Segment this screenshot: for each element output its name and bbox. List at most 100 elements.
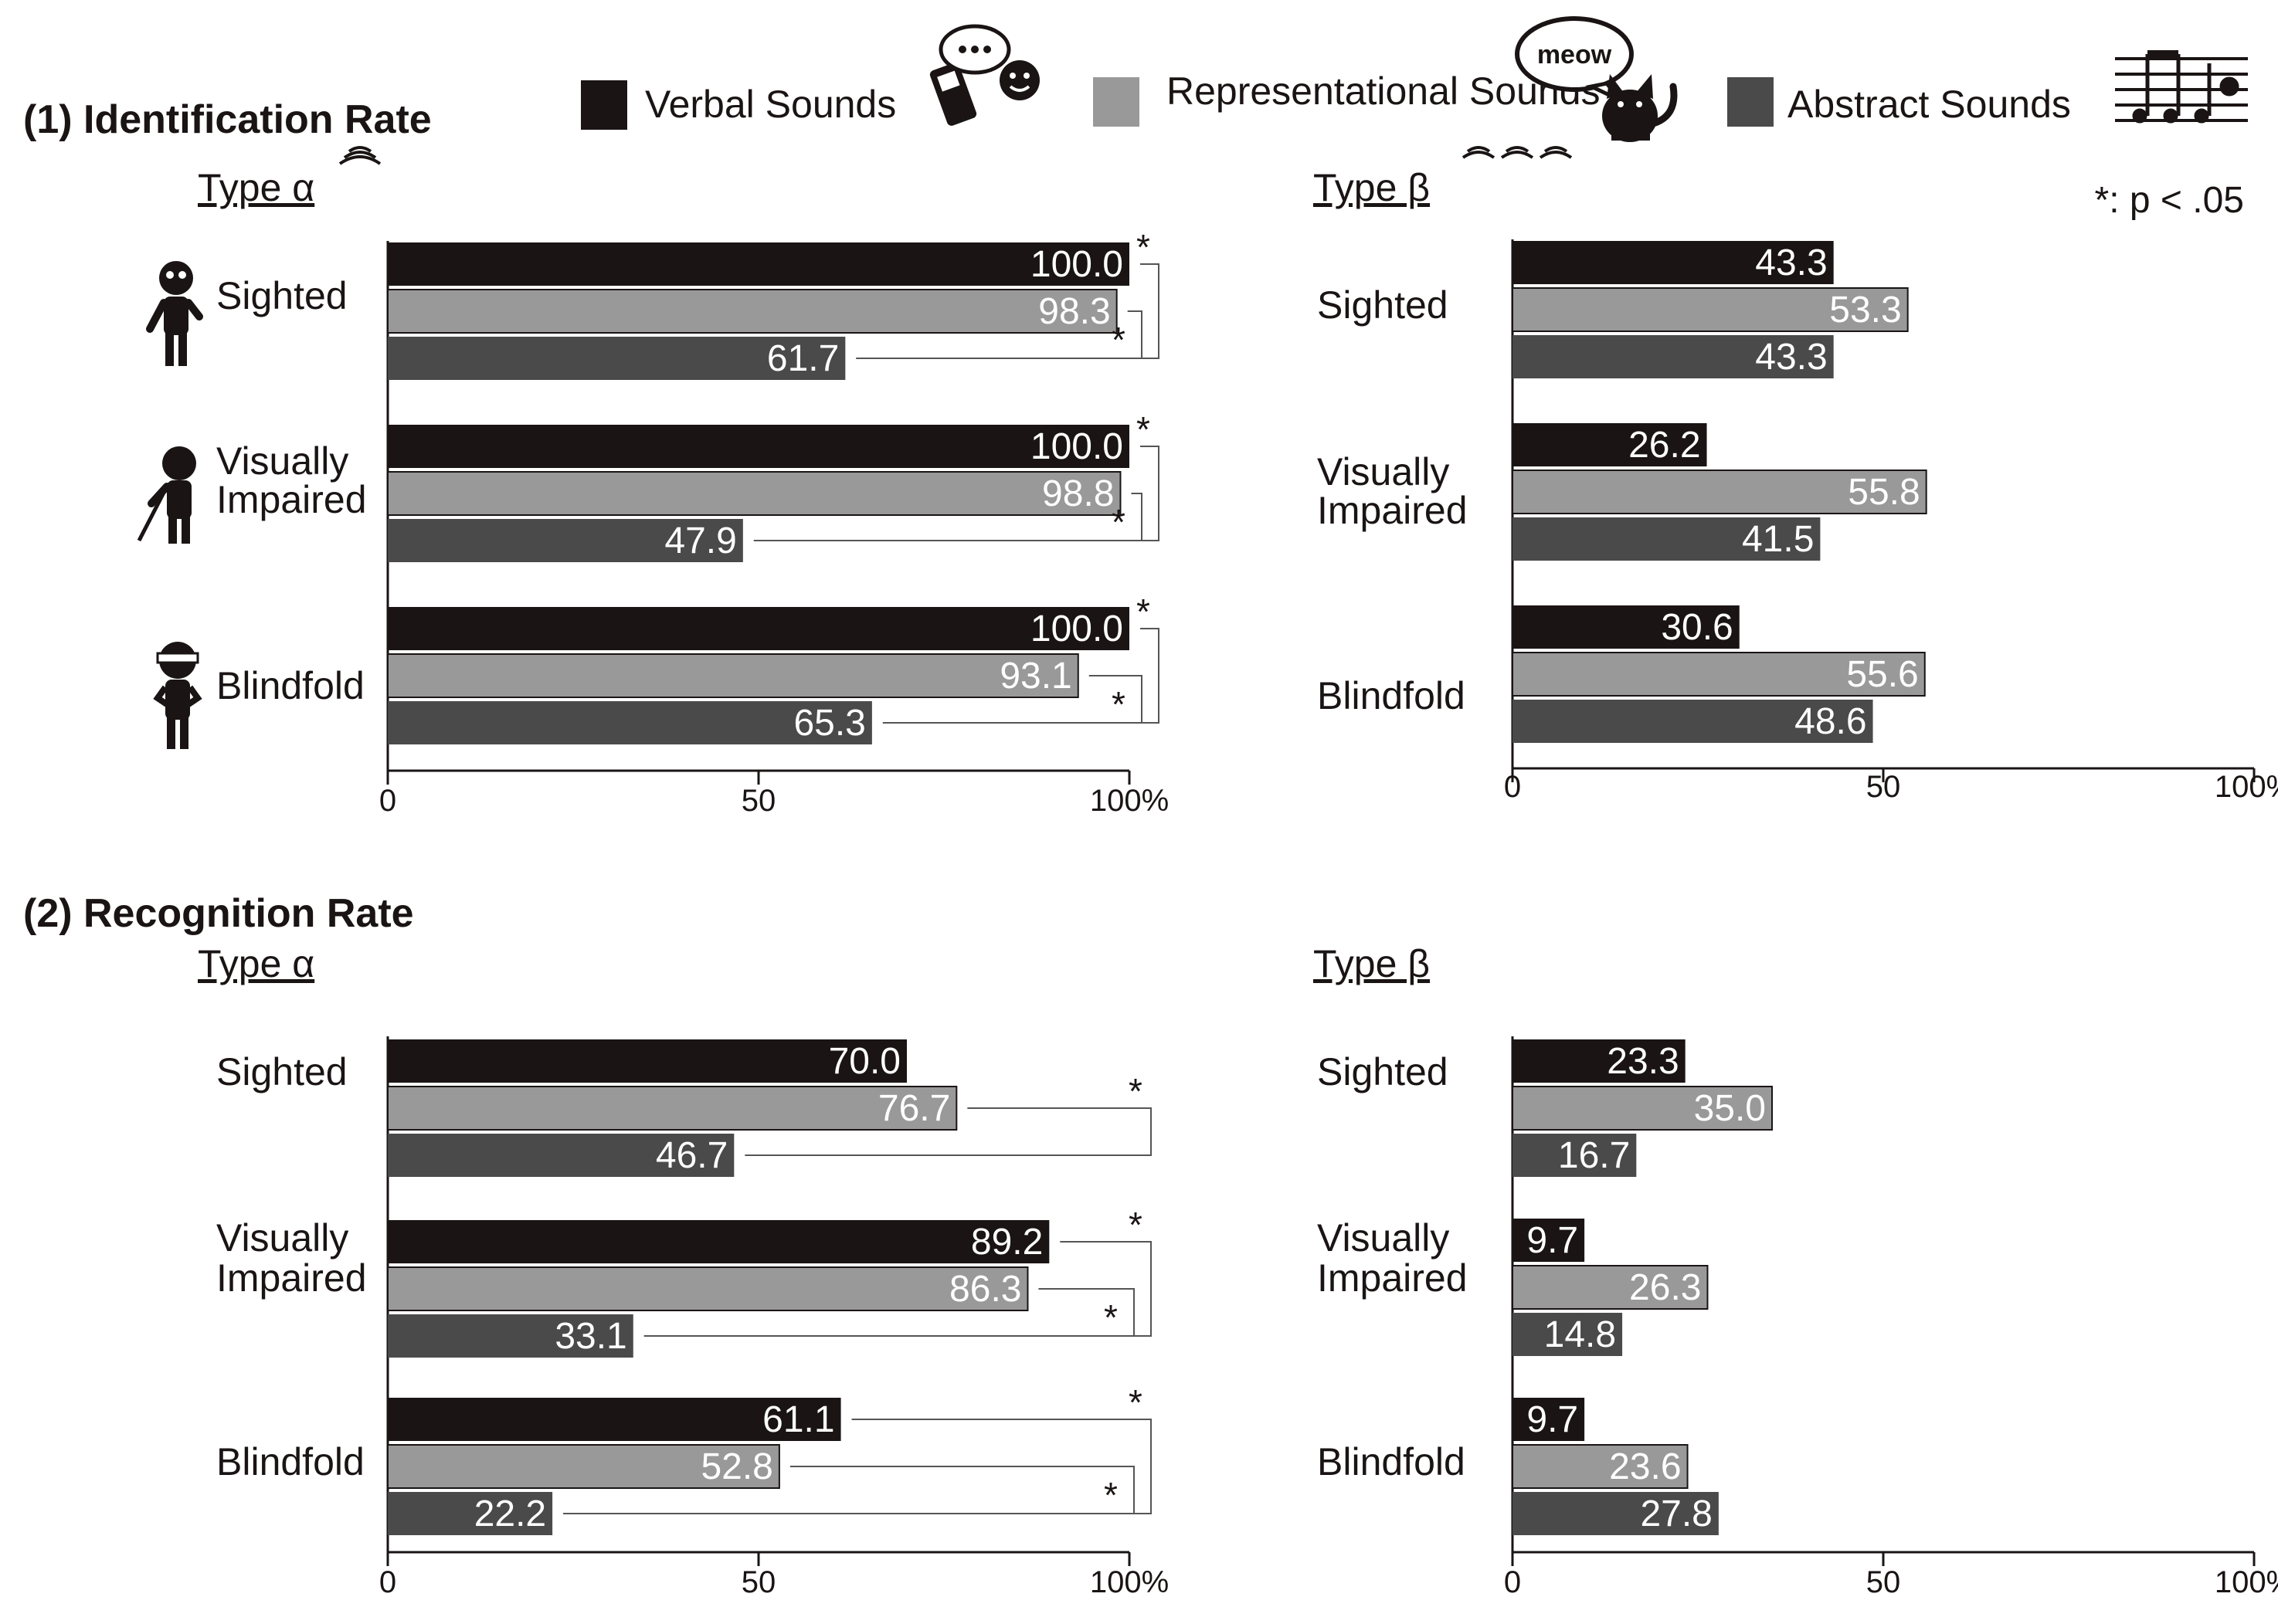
x-tick-label: 50 bbox=[1866, 770, 1901, 804]
bar-representational bbox=[387, 289, 1118, 334]
category-label: Impaired bbox=[216, 478, 367, 521]
data-label: 23.3 bbox=[1607, 1041, 1679, 1082]
data-label: 43.3 bbox=[1755, 337, 1827, 378]
bar-abstract bbox=[388, 701, 872, 744]
blindfold-person-icon bbox=[153, 642, 202, 749]
significance-bracket bbox=[643, 1288, 1135, 1337]
category-label: Visually bbox=[216, 439, 348, 483]
legend-swatch-abstract bbox=[1727, 77, 1774, 127]
category-label: Blindfold bbox=[1317, 1440, 1465, 1483]
data-label: 41.5 bbox=[1742, 519, 1814, 560]
visually-impaired-person-icon bbox=[137, 446, 196, 544]
x-tick-label: 100% bbox=[2215, 1565, 2278, 1599]
data-label: 22.2 bbox=[474, 1493, 546, 1534]
x-tick-label: 50 bbox=[742, 1565, 776, 1599]
legend: Verbal Sounds Representational Sounds me… bbox=[581, 16, 2248, 142]
data-label: 100.0 bbox=[1030, 609, 1123, 649]
data-label: 43.3 bbox=[1755, 242, 1827, 283]
x-tick-label: 0 bbox=[379, 784, 396, 818]
data-label: 14.8 bbox=[1544, 1314, 1616, 1355]
chart-title: Type β bbox=[1313, 942, 1430, 985]
data-label: 16.7 bbox=[1558, 1135, 1630, 1176]
data-label: 35.0 bbox=[1694, 1088, 1766, 1129]
bar-abstract bbox=[1512, 700, 1873, 743]
bar-representational bbox=[1512, 1265, 1709, 1310]
category-label: Sighted bbox=[216, 274, 348, 317]
data-label: 53.3 bbox=[1829, 290, 1901, 331]
significance-mark: * bbox=[1129, 1205, 1142, 1245]
significance-mark: * bbox=[1112, 502, 1125, 542]
bar-abstract bbox=[1512, 335, 1834, 378]
bar-representational bbox=[1512, 652, 1926, 697]
chart-identification-beta: Type β 0 50 100% Sighted 43.353.343.3 Visually… bbox=[1313, 166, 2278, 804]
data-label: 33.1 bbox=[555, 1316, 626, 1357]
bar-abstract bbox=[1512, 1313, 1623, 1356]
bar-representational bbox=[1512, 287, 1909, 332]
data-label: 48.6 bbox=[1794, 701, 1866, 742]
x-tick-label: 100% bbox=[1090, 1565, 1169, 1599]
bar-verbal bbox=[1512, 1039, 1686, 1083]
legend-swatch-verbal bbox=[581, 80, 627, 130]
significance-note: *: p < .05 bbox=[2095, 180, 2244, 221]
chart-identification-alpha: Type α 0 50 100% Sighted 100.0 98.3 61.7 * * Visua… bbox=[198, 166, 1169, 818]
category-label: Impaired bbox=[1317, 489, 1468, 532]
bar-verbal bbox=[388, 425, 1129, 468]
music-score-icon bbox=[2115, 50, 2248, 124]
bar-verbal bbox=[1512, 605, 1740, 649]
data-label: 100.0 bbox=[1030, 244, 1123, 285]
bar-verbal bbox=[1512, 1219, 1585, 1262]
bar-abstract bbox=[388, 519, 743, 562]
significance-mark: * bbox=[1129, 1071, 1142, 1111]
bar-verbal bbox=[388, 1220, 1050, 1263]
bar-verbal bbox=[1512, 241, 1834, 284]
bar-verbal bbox=[388, 1398, 841, 1441]
data-label: 98.3 bbox=[1038, 291, 1110, 332]
bar-representational bbox=[1512, 1444, 1689, 1489]
bar-abstract bbox=[388, 1492, 553, 1535]
bar-representational bbox=[387, 471, 1122, 516]
x-tick-label: 0 bbox=[1504, 770, 1521, 804]
data-label: 23.6 bbox=[1609, 1446, 1681, 1487]
bar-verbal bbox=[1512, 423, 1707, 466]
bar-abstract bbox=[1512, 517, 1821, 561]
data-label: 86.3 bbox=[949, 1269, 1021, 1310]
bar-verbal bbox=[388, 607, 1129, 650]
chart-title: Type β bbox=[1313, 166, 1430, 209]
significance-bracket bbox=[753, 493, 1142, 541]
bar-verbal bbox=[388, 242, 1129, 286]
bar-abstract bbox=[388, 1314, 633, 1358]
data-label: 93.1 bbox=[1000, 656, 1071, 697]
bar-abstract bbox=[1512, 1134, 1637, 1177]
data-label: 61.7 bbox=[767, 338, 839, 379]
cat-meow-icon: meow bbox=[1515, 16, 1678, 142]
bar-abstract bbox=[388, 337, 846, 380]
data-label: 47.9 bbox=[664, 520, 736, 561]
bar-representational bbox=[1512, 470, 1927, 514]
legend-swatch-representational bbox=[1093, 77, 1139, 127]
data-label: 52.8 bbox=[701, 1446, 772, 1487]
data-label: 89.2 bbox=[971, 1222, 1043, 1263]
legend-label-abstract: Abstract Sounds bbox=[1787, 83, 2071, 126]
category-label: Impaired bbox=[1317, 1256, 1468, 1300]
significance-bracket bbox=[856, 310, 1142, 359]
category-label: Blindfold bbox=[1317, 674, 1465, 717]
x-tick-label: 100% bbox=[1090, 784, 1169, 818]
legend-label-verbal: Verbal Sounds bbox=[645, 83, 896, 126]
category-label: Sighted bbox=[216, 1050, 348, 1093]
significance-bracket bbox=[882, 675, 1142, 724]
data-label: 100.0 bbox=[1030, 426, 1123, 467]
bar-representational bbox=[387, 1444, 780, 1489]
data-label: 26.3 bbox=[1629, 1267, 1701, 1308]
bar-abstract bbox=[388, 1134, 735, 1177]
data-label: 9.7 bbox=[1526, 1399, 1578, 1440]
data-label: 65.3 bbox=[793, 703, 865, 744]
sound-wave-icon-beta bbox=[1462, 146, 1573, 159]
data-label: 27.8 bbox=[1640, 1493, 1712, 1534]
chart-title: Type α bbox=[198, 942, 314, 985]
category-label: Visually bbox=[216, 1216, 348, 1260]
significance-mark: * bbox=[1104, 1475, 1118, 1515]
bar-representational bbox=[387, 1086, 958, 1131]
data-label: 46.7 bbox=[656, 1135, 728, 1176]
data-label: 55.6 bbox=[1846, 654, 1918, 695]
